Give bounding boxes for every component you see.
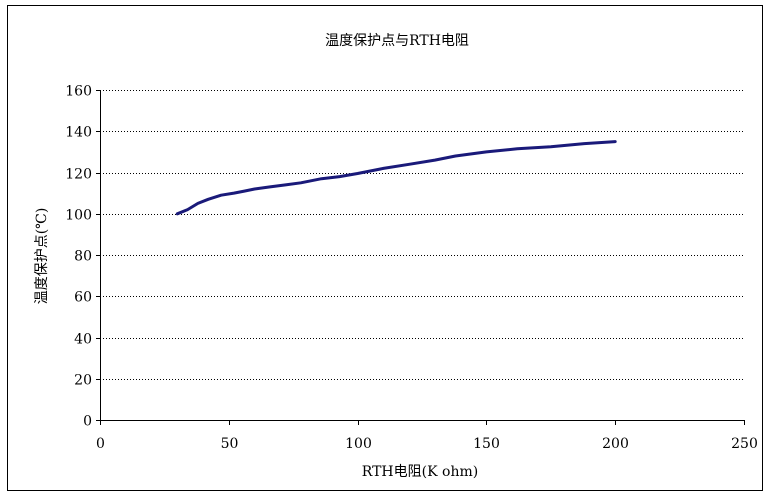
axes-layer [96, 90, 745, 425]
grid-layer [100, 90, 744, 380]
x-tick-label: 100 [345, 436, 372, 452]
x-tick-label: 250 [731, 436, 758, 452]
y-tick-label: 160 [65, 84, 92, 100]
y-tick-label: 120 [65, 167, 92, 183]
y-tick-label: 80 [74, 249, 92, 265]
y-tick-label: 40 [74, 332, 92, 348]
x-tick-label: 150 [473, 436, 500, 452]
series-line [175, 140, 617, 216]
text-layer: 温度保护点与RTH电阻 RTH电阻(K ohm) 温度保护点(℃) 0 20 40 6… [34, 33, 758, 480]
chart-frame [7, 5, 763, 491]
x-tick-label: 50 [221, 436, 239, 452]
y-tick-label: 100 [65, 208, 92, 224]
x-axis-label: RTH电阻(K ohm) [362, 464, 478, 480]
y-tick-label: 60 [74, 290, 92, 306]
chart-title: 温度保护点与RTH电阻 [325, 33, 469, 49]
y-tick-label: 0 [83, 414, 92, 430]
y-axis-label: 温度保护点(℃) [34, 208, 50, 305]
y-tick-label: 20 [74, 373, 92, 389]
x-tick-label: 200 [602, 436, 629, 452]
y-tick-label: 140 [65, 125, 92, 141]
series-layer [175, 140, 617, 216]
x-tick-label: 0 [96, 436, 105, 452]
